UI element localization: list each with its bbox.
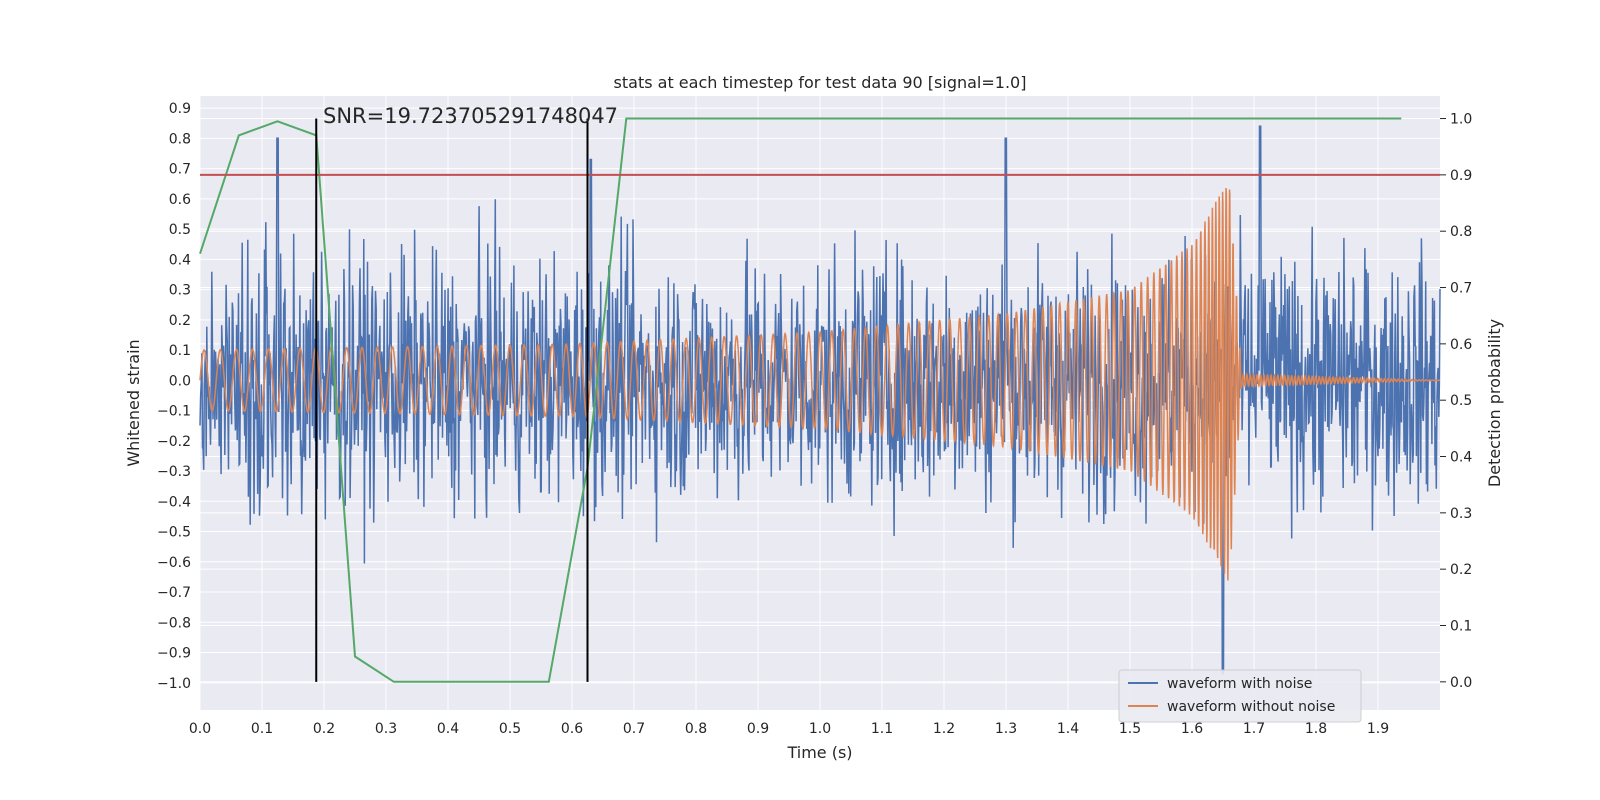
y-right-tick-label: 0.0: [1450, 675, 1472, 691]
marks-layer: [199, 117, 1440, 683]
y-right-tick-label: 0.8: [1450, 224, 1472, 240]
y-tick-label: 0.6: [169, 192, 191, 208]
y-axis-label: Whitened strain: [124, 339, 143, 466]
x-tick-label: 1.1: [871, 721, 893, 737]
x-tick-label: 0.2: [313, 721, 335, 737]
series-line-clean: [199, 187, 1440, 581]
legend-label-clean: waveform without noise: [1167, 699, 1335, 715]
y-tick-label: −0.9: [157, 646, 191, 662]
x-tick-label: 0.4: [437, 721, 459, 737]
legend-label-noisy: waveform with noise: [1167, 676, 1312, 692]
x-tick-label: 1.3: [995, 721, 1017, 737]
y-right-tick-label: 0.5: [1450, 393, 1472, 409]
y-tick-label: 0.2: [169, 313, 191, 329]
y-axis-right: 1.0 0.9 0.8 0.7 0.6 0.5 0.4 0.3 0.2 0.1 0.0: [1440, 112, 1472, 691]
series-layer: [199, 125, 1441, 675]
snr-annotation: SNR=19.723705291748047: [323, 104, 618, 128]
y-right-tick-label: 0.6: [1450, 337, 1472, 353]
y-tick-label: −0.7: [157, 585, 191, 601]
series-line-noisy: [199, 125, 1441, 675]
legend-box: [1118, 669, 1362, 723]
x-tick-label: 1.8: [1305, 721, 1327, 737]
x-axis-label: Time (s): [786, 743, 852, 762]
x-tick-label: 1.6: [1181, 721, 1203, 737]
y-axis-right-label: Detection probability: [1485, 319, 1504, 487]
y-right-tick-label: 0.3: [1450, 506, 1472, 522]
x-tick-label: 0.5: [499, 721, 521, 737]
x-tick-label: 0.8: [685, 721, 707, 737]
x-tick-label: 0.7: [623, 721, 645, 737]
y-tick-label: −0.8: [157, 615, 191, 631]
y-right-tick-label: 0.7: [1450, 281, 1472, 297]
y-right-tick-label: 0.9: [1450, 168, 1472, 184]
x-axis: 0.0 0.1 0.2 0.3 0.4 0.5 0.6 0.7 0.8 0.9 1.0 1.1 1.2 1…: [189, 721, 1389, 737]
y-tick-label: −0.5: [157, 525, 191, 541]
x-tick-label: 0.0: [189, 721, 211, 737]
y-axis-left: 0.9 0.8 0.7 0.6 0.5 0.4 0.3 0.2 0.1 0.0 −0.1 −0.2 −0…: [157, 101, 191, 692]
x-tick-label: 0.9: [747, 721, 769, 737]
x-tick-label: 1.9: [1367, 721, 1389, 737]
y-tick-label: 0.7: [169, 162, 191, 178]
y-tick-label: −0.4: [157, 494, 191, 510]
y-tick-label: 0.8: [169, 131, 191, 147]
y-right-tick-label: 1.0: [1450, 112, 1472, 128]
y-tick-label: 0.0: [169, 373, 191, 389]
x-tick-label: 1.0: [809, 721, 831, 737]
x-tick-label: 0.6: [561, 721, 583, 737]
y-tick-label: 0.9: [169, 101, 191, 117]
x-tick-label: 1.5: [1119, 721, 1141, 737]
y-tick-label: −0.3: [157, 464, 191, 480]
y-tick-label: −0.2: [157, 434, 191, 450]
x-tick-label: 0.3: [375, 721, 397, 737]
chart-title: stats at each timestep for test data 90 …: [614, 73, 1027, 92]
y-tick-label: 0.1: [169, 343, 191, 359]
y-tick-label: −0.6: [157, 555, 191, 571]
y-right-tick-label: 0.4: [1450, 450, 1472, 466]
x-tick-label: 1.7: [1243, 721, 1265, 737]
y-tick-label: −0.1: [157, 404, 191, 420]
x-tick-label: 1.4: [1057, 721, 1079, 737]
y-tick-label: 0.4: [169, 252, 191, 268]
y-right-tick-label: 0.1: [1450, 619, 1472, 635]
y-right-tick-label: 0.2: [1450, 562, 1472, 578]
x-tick-label: 1.2: [933, 721, 955, 737]
y-tick-label: 0.3: [169, 283, 191, 299]
y-tick-label: −1.0: [157, 676, 191, 692]
y-tick-label: 0.5: [169, 222, 191, 238]
x-tick-label: 0.1: [251, 721, 273, 737]
series-line-detection-probability: [199, 117, 1402, 683]
legend: waveform with noise waveform without noi…: [1118, 669, 1362, 723]
